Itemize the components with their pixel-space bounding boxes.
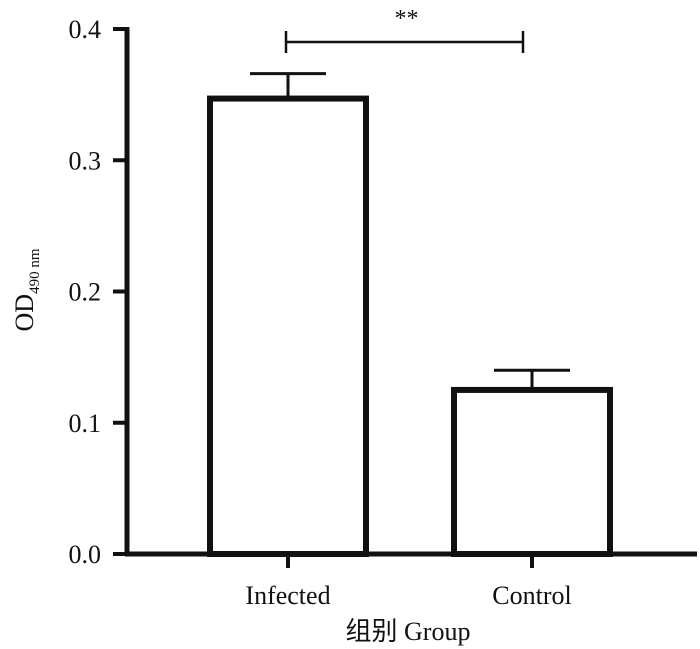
x-axis-label: 组别 Group xyxy=(346,617,471,646)
y-tick-label: 0.3 xyxy=(69,146,102,175)
y-axis-label-main: OD xyxy=(10,294,39,332)
y-tick-label: 0.4 xyxy=(69,15,102,44)
x-tick-label-infected: Infected xyxy=(245,581,330,610)
x-ticks: Infected Control xyxy=(245,554,572,610)
y-ticks: 0.0 0.1 0.2 0.3 0.4 xyxy=(69,15,127,569)
significance-label: ** xyxy=(395,6,419,32)
y-tick-label: 0.2 xyxy=(69,278,102,307)
bar-control xyxy=(451,386,613,557)
bar-infected xyxy=(207,95,369,557)
bars xyxy=(207,95,613,557)
y-axis-label-subscript: 490 nm xyxy=(27,248,43,294)
error-bars xyxy=(250,72,570,390)
y-axis-label: OD490 nm xyxy=(10,248,43,331)
y-tick-label: 0.0 xyxy=(69,540,102,569)
x-tick-label-control: Control xyxy=(492,581,571,610)
significance-bracket: ** xyxy=(284,6,525,53)
y-tick-label: 0.1 xyxy=(69,409,102,438)
